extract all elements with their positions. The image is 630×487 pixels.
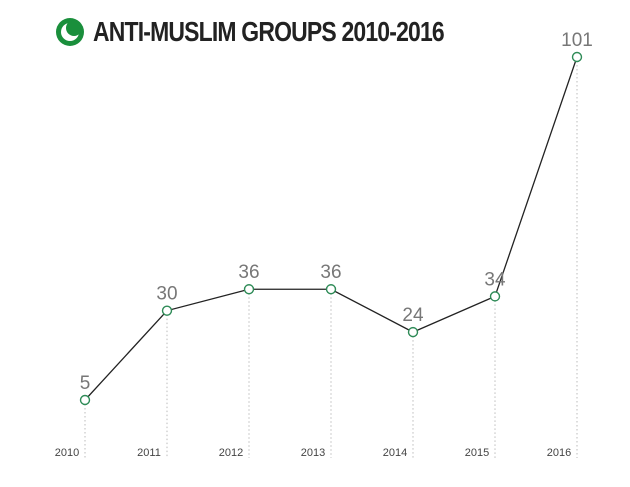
data-point [407, 326, 419, 338]
data-label: 24 [402, 305, 424, 326]
x-tick-label: 2014 [383, 447, 407, 459]
x-tick-label: 2012 [219, 447, 243, 459]
chart-title: ANTI-MUSLIM GROUPS 2010-2016 [93, 16, 445, 47]
x-tick-label: 2013 [301, 447, 325, 459]
data-point [489, 291, 501, 302]
data-point [571, 51, 583, 63]
data-point [325, 284, 337, 295]
data-point [79, 394, 91, 406]
data-label: 30 [156, 284, 177, 305]
data-label: 5 [80, 373, 91, 394]
data-point [243, 284, 255, 295]
point-markers [79, 51, 583, 406]
x-tick-label: 2015 [465, 447, 489, 459]
data-label: 101 [561, 30, 593, 51]
data-labels: 5 30 36 36 24 34 101 [80, 30, 593, 394]
data-label: 36 [238, 262, 259, 283]
data-label: 34 [484, 269, 506, 290]
drop-lines [84, 57, 578, 458]
x-tick-label: 2016 [547, 447, 571, 459]
x-axis-labels: 2010 2011 2012 2013 2014 2015 2016 [55, 447, 571, 459]
x-tick-label: 2010 [55, 447, 79, 459]
series-line [84, 56, 578, 401]
x-tick-label: 2011 [137, 447, 161, 459]
chart-header: ANTI-MUSLIM GROUPS 2010-2016 [55, 10, 521, 54]
data-label: 36 [320, 262, 341, 283]
data-point [161, 305, 173, 316]
crescent-logo-icon [56, 18, 84, 46]
